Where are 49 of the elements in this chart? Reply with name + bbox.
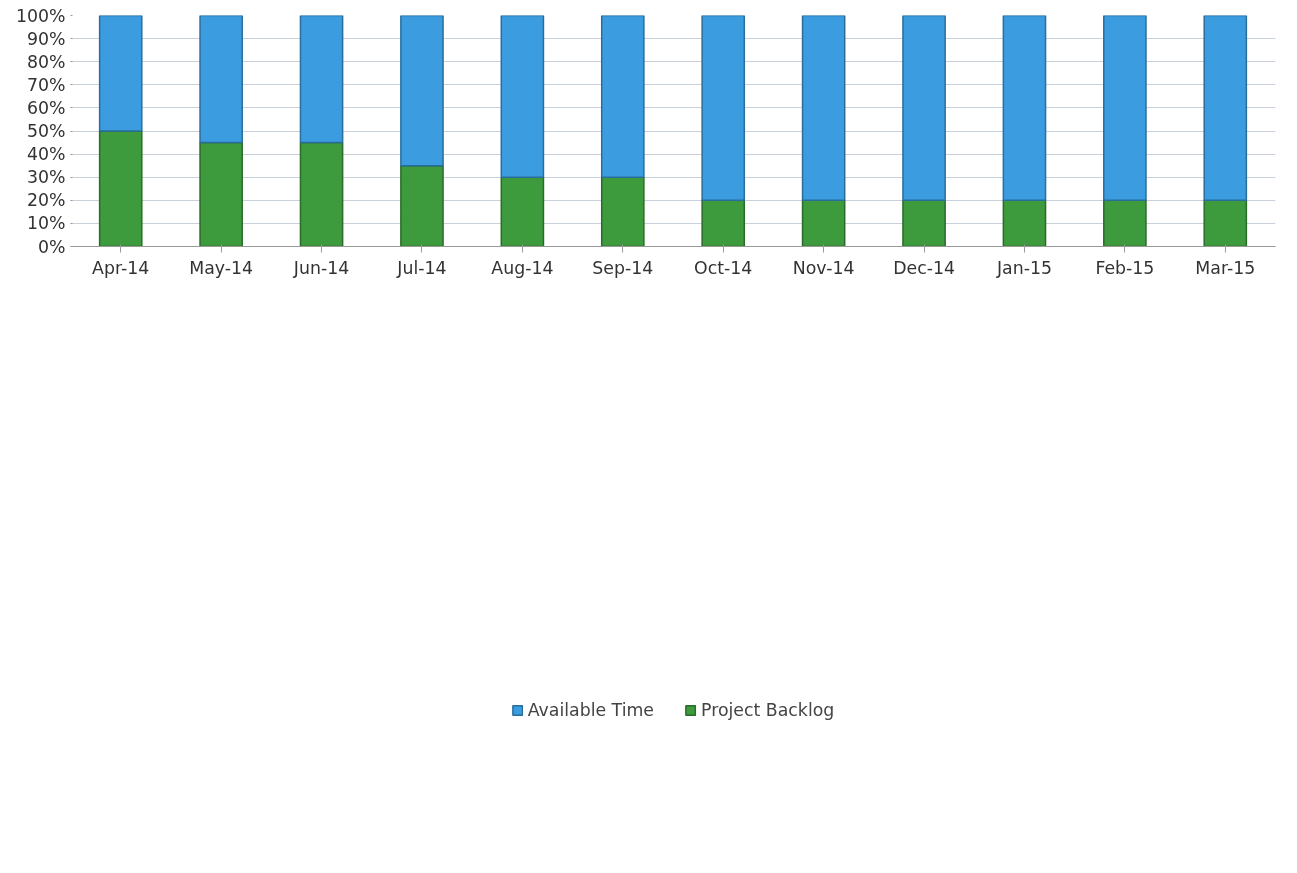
x-tick-label: Aug-14	[491, 257, 554, 278]
bar	[701, 199, 746, 247]
bar	[701, 15, 746, 202]
bar	[902, 15, 946, 202]
bar	[500, 15, 545, 178]
bar	[299, 15, 344, 144]
x-tick-label: Nov-14	[792, 257, 855, 278]
legend-label: Available Time	[527, 700, 655, 720]
y-tick-label: 0%	[38, 236, 66, 257]
x-tick-label: Oct-14	[694, 257, 753, 278]
y-tick-label: 20%	[26, 190, 66, 211]
x-tick-label: Jun-14	[292, 257, 350, 278]
bar	[400, 164, 444, 247]
y-tick-label: 80%	[26, 51, 66, 72]
y-tick-label: 70%	[26, 74, 66, 95]
bar	[1203, 199, 1248, 247]
bar	[600, 15, 645, 178]
x-tick-label: Sep-14	[592, 257, 654, 278]
bar	[600, 176, 645, 247]
x-tick-label: Jan-15	[995, 257, 1052, 278]
bar	[199, 141, 243, 247]
bar	[1103, 15, 1147, 202]
y-tick-label: 100%	[15, 5, 66, 26]
y-tick-label: 90%	[26, 28, 66, 49]
x-tick-label: Feb-15	[1095, 257, 1155, 278]
x-tick-label: Apr-14	[92, 257, 150, 278]
x-tick-label: Jul-14	[396, 257, 447, 278]
bar	[400, 15, 444, 167]
x-tick-label: May-14	[189, 257, 254, 278]
x-tick-label: Dec-14	[893, 257, 955, 278]
bar	[199, 15, 243, 144]
legend-label: Project Backlog	[701, 700, 835, 720]
y-tick-label: 40%	[26, 144, 66, 165]
y-tick-label: 10%	[26, 213, 66, 234]
x-tick-label: Mar-15	[1195, 257, 1256, 278]
bar	[801, 15, 846, 202]
bar	[1103, 199, 1147, 247]
bar	[902, 199, 946, 247]
bar	[1002, 15, 1047, 202]
y-tick-label: 30%	[26, 167, 66, 188]
bar	[1203, 15, 1248, 202]
y-tick-label: 60%	[26, 97, 66, 118]
bar	[801, 199, 846, 247]
bar	[299, 141, 344, 247]
bar	[500, 176, 545, 247]
bar	[1002, 199, 1047, 247]
y-tick-label: 50%	[26, 121, 66, 141]
bar	[98, 130, 143, 247]
bar	[98, 15, 143, 132]
